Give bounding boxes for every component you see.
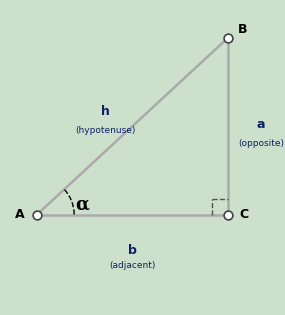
Text: A: A <box>15 208 25 221</box>
Text: b: b <box>128 243 137 257</box>
Point <box>226 212 230 217</box>
Point <box>35 212 39 217</box>
Text: B: B <box>237 23 247 36</box>
Text: (opposite): (opposite) <box>238 139 284 148</box>
Text: α: α <box>76 196 89 214</box>
Text: C: C <box>239 208 248 221</box>
Text: (hypotenuse): (hypotenuse) <box>75 126 136 135</box>
Point <box>226 35 230 40</box>
Text: h: h <box>101 106 110 118</box>
Text: a: a <box>256 118 265 131</box>
Text: (adjacent): (adjacent) <box>109 261 156 270</box>
